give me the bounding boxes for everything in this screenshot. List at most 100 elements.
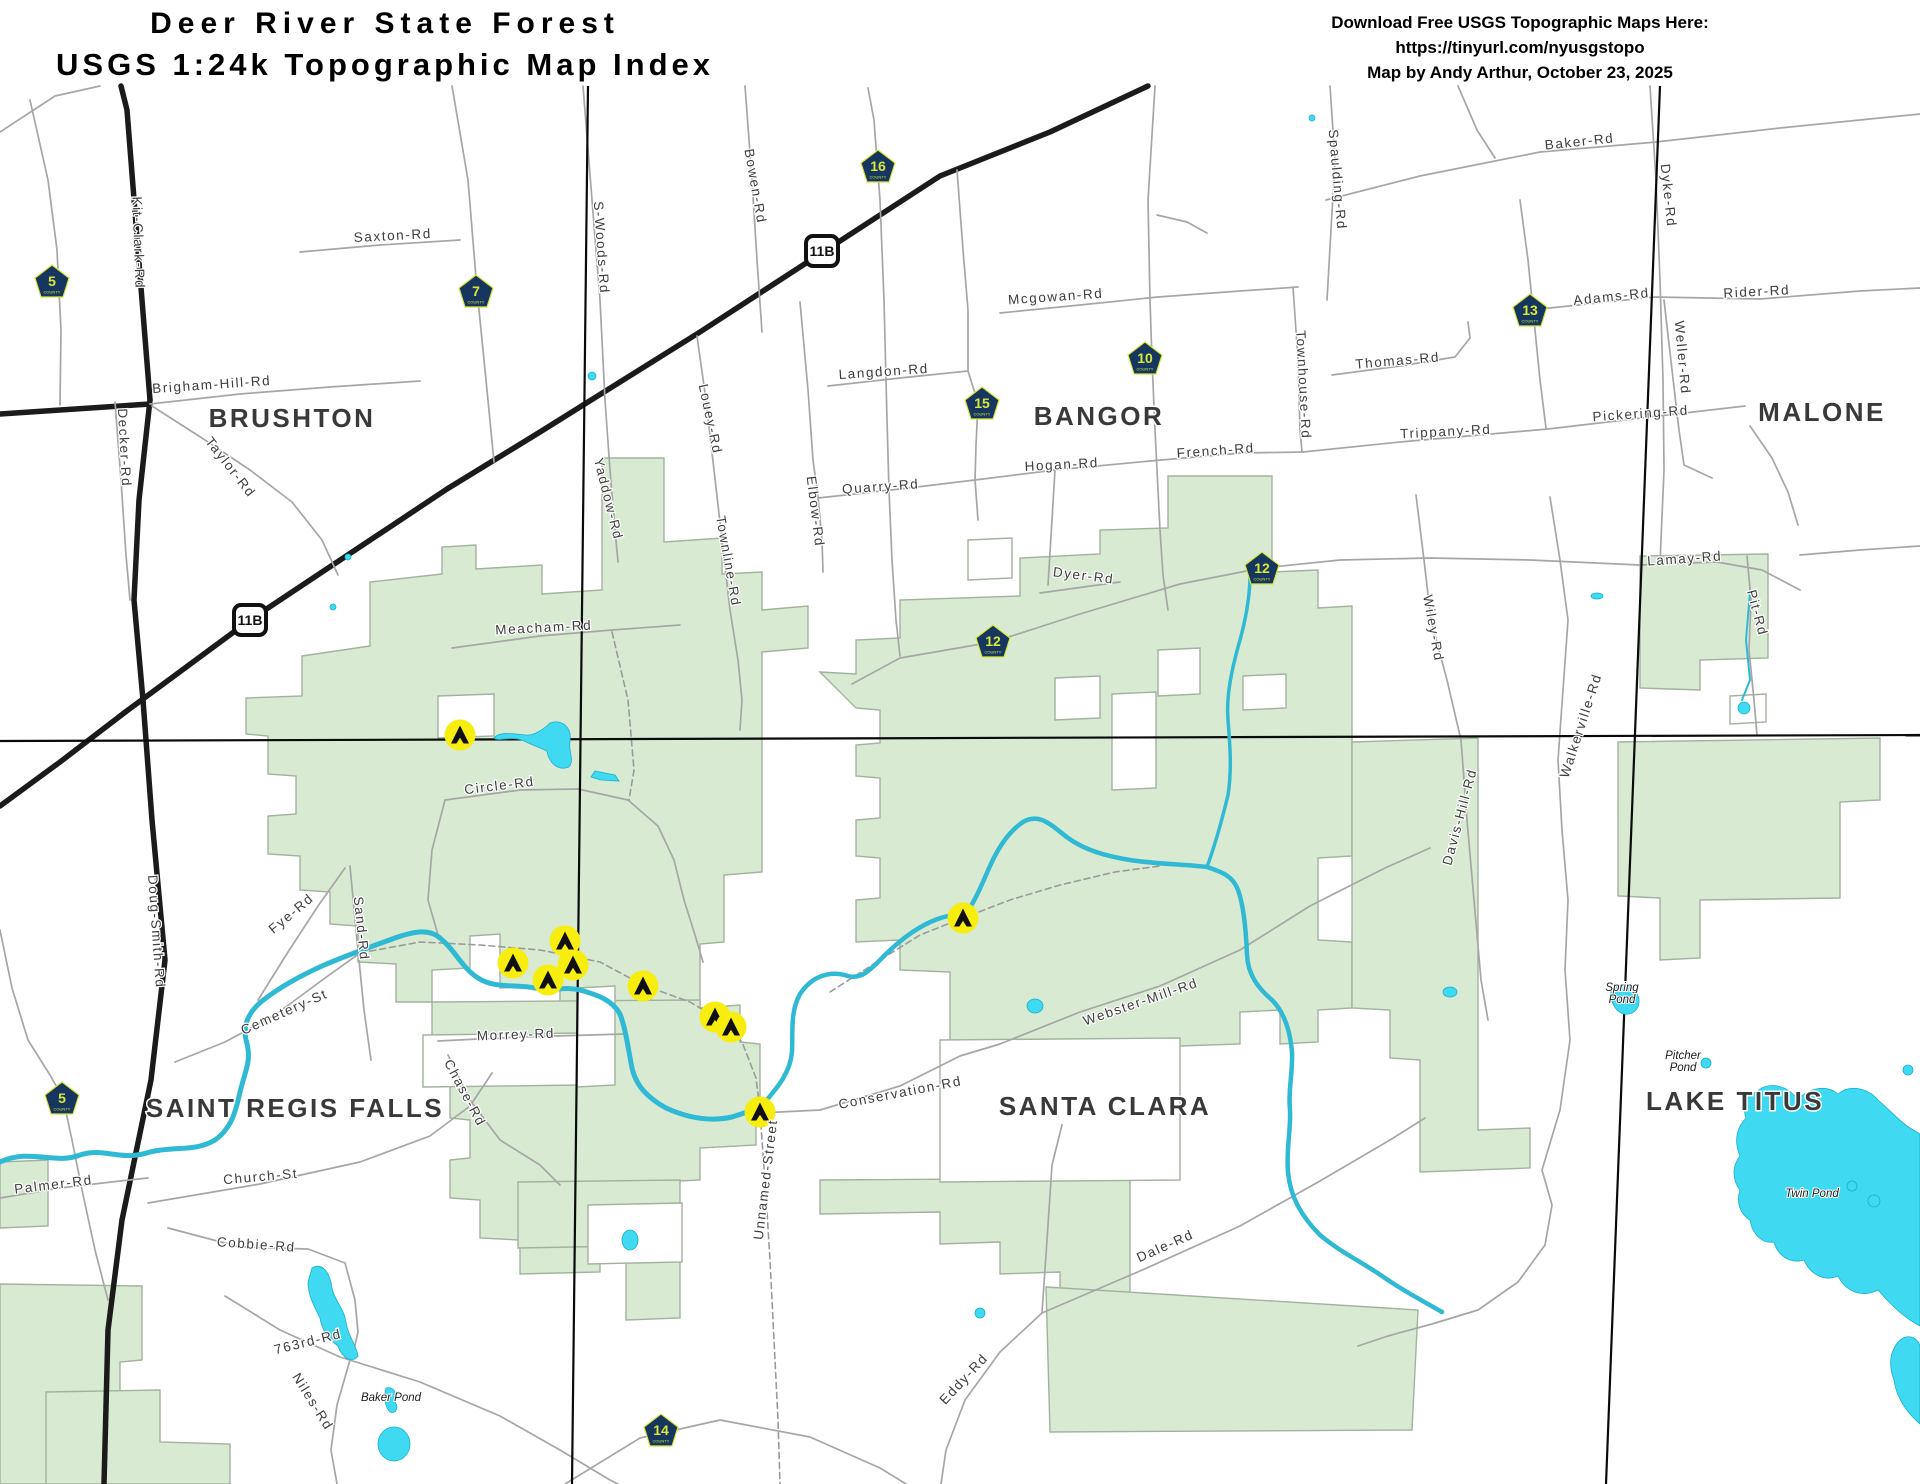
inholding-cr12 [967, 537, 1013, 581]
baker-rd-road [1325, 113, 1920, 201]
campsite-icon [627, 970, 659, 1002]
road-label: Louey-Rd [696, 383, 726, 456]
county-route-number: 13 [1522, 302, 1538, 318]
state-route-number: 11B [238, 612, 263, 628]
pond-bottom-center [621, 1229, 639, 1251]
webster-mill-rd-road [999, 847, 1431, 1045]
dyer-north-road [1047, 469, 1056, 586]
road-label: Townhouse-Rd [1293, 330, 1314, 440]
county-shield-subtext: COUNTY [870, 175, 887, 180]
county-route-number: 12 [1254, 560, 1270, 576]
road-label: Morrey-Rd [477, 1026, 556, 1044]
road-label: Bowen-Rd [741, 148, 769, 225]
townhouse-rd-road [1292, 286, 1303, 453]
road-label: Spaulding-Rd [1326, 129, 1350, 231]
county-shield-subtext: COUNTY [44, 290, 61, 295]
spaulding-rd-road [1326, 85, 1336, 301]
road-763rd [224, 1295, 619, 1484]
thomas-rd-road [1331, 321, 1471, 376]
cr10-road [1147, 85, 1169, 611]
baker-pond-label: Baker Pond [361, 1392, 422, 1404]
county-shield-subtext: COUNTY [1522, 319, 1539, 324]
forest-parcel-east [818, 475, 1353, 1047]
road-label: Taylor-Rd [202, 434, 258, 500]
county-shield-pentagon [458, 274, 494, 308]
decker-rd-road [114, 401, 131, 601]
campsite-icon [715, 1011, 747, 1043]
campsite-icon [444, 719, 476, 751]
layer-grid [0, 85, 1920, 1484]
inholding-e4 [1242, 673, 1287, 711]
county-route-number: 12 [985, 633, 1001, 649]
road-label: Trippany-Rd [1400, 422, 1492, 442]
route5-south-road [0, 929, 109, 1301]
pit-stream [1741, 591, 1752, 701]
tent-icon [504, 953, 522, 972]
town-label: SAINT REGIS FALLS [146, 1093, 444, 1123]
county-shield-pentagon [643, 1413, 679, 1447]
tent-icon [539, 970, 557, 989]
lamay-far-east-road [1799, 545, 1920, 556]
road-label: Hogan-Rd [1024, 455, 1099, 474]
county-route-number: 15 [974, 395, 990, 411]
road-label: Weller-Rd [1672, 320, 1693, 395]
road-label: Fye-Rd [266, 890, 317, 936]
cr15-road [956, 169, 979, 521]
road-label: S-Woods-Rd [591, 201, 612, 295]
quad-boundary-east [1604, 85, 1662, 1484]
santa-clara-branch-road [1041, 1124, 1063, 1314]
lamay-east-road [1639, 561, 1801, 591]
town-label: LAKE TITUS [1646, 1086, 1824, 1116]
tent-icon [954, 908, 972, 927]
deer-river-west [0, 929, 763, 1165]
campsite-icon [532, 964, 564, 996]
kit-clark-rd-road [118, 83, 153, 403]
county-route-number: 10 [1137, 350, 1153, 366]
pond-eddy [974, 1307, 986, 1319]
inholding-e3 [1157, 647, 1201, 697]
tent-icon [634, 976, 652, 995]
inholding-e1 [1054, 675, 1101, 721]
pond-lamay [1590, 592, 1604, 600]
town-label: MALONE [1758, 397, 1886, 427]
davis-hill-rd-road [1460, 739, 1489, 1021]
pond-dot-a [344, 553, 352, 561]
county-shield-pentagon [1127, 341, 1163, 375]
state-shield-box [232, 603, 268, 637]
twin-pond-1 [1846, 1180, 1858, 1192]
county-shield-pentagon [1244, 551, 1280, 585]
forest-trail [611, 631, 635, 801]
bowen-rd-road [744, 85, 763, 333]
tent-icon [564, 955, 582, 974]
road-label: Elbow-Rd [804, 475, 828, 548]
state-route-shield: 11B [804, 234, 840, 268]
quad-boundary-horizontal [0, 733, 1920, 743]
pitcher-pond-water [1700, 1057, 1712, 1069]
campsite-icon [497, 947, 529, 979]
campsite-icon [744, 1096, 776, 1128]
state-route-number: 11B [810, 243, 835, 259]
pond-meacham [493, 721, 572, 769]
niles-rd-road [330, 1359, 351, 1484]
county-shield-pentagon [1512, 293, 1548, 327]
county-shield-pentagon [34, 264, 70, 298]
route5-north-road [29, 99, 62, 406]
cemetery-st-road [174, 952, 361, 1063]
county-shield-pentagon [975, 624, 1011, 658]
road-label: Kit-Clark-Rd [129, 196, 147, 289]
round-pond [377, 1426, 411, 1462]
road-label: Niles-Rd [289, 1370, 336, 1433]
tent-icon [556, 931, 574, 950]
layer-camps [444, 719, 979, 1128]
county-shield-pentagon [860, 149, 896, 183]
county-shield-subtext: COUNTY [974, 412, 991, 417]
eddy-rd-road [940, 1312, 1043, 1484]
road-label: Meacham-Rd [495, 617, 593, 637]
